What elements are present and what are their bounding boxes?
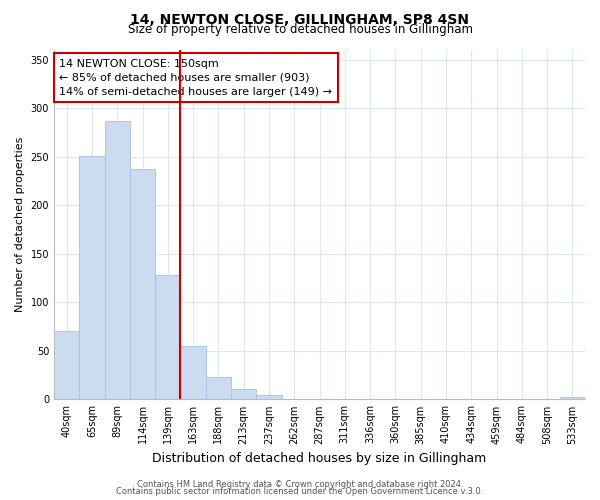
Bar: [79, 156, 104, 400]
Bar: [54, 332, 79, 400]
Y-axis label: Number of detached properties: Number of detached properties: [15, 137, 25, 312]
Bar: [130, 170, 155, 400]
Bar: [181, 346, 206, 400]
Bar: [104, 121, 130, 400]
Bar: [231, 389, 256, 400]
Bar: [206, 377, 231, 400]
Text: Size of property relative to detached houses in Gillingham: Size of property relative to detached ho…: [128, 22, 473, 36]
X-axis label: Distribution of detached houses by size in Gillingham: Distribution of detached houses by size …: [152, 452, 487, 465]
Text: 14, NEWTON CLOSE, GILLINGHAM, SP8 4SN: 14, NEWTON CLOSE, GILLINGHAM, SP8 4SN: [131, 12, 470, 26]
Text: 14 NEWTON CLOSE: 150sqm
← 85% of detached houses are smaller (903)
14% of semi-d: 14 NEWTON CLOSE: 150sqm ← 85% of detache…: [59, 58, 332, 96]
Bar: [155, 275, 181, 400]
Text: Contains public sector information licensed under the Open Government Licence v.: Contains public sector information licen…: [116, 487, 484, 496]
Bar: [256, 394, 281, 400]
Text: Contains HM Land Registry data © Crown copyright and database right 2024.: Contains HM Land Registry data © Crown c…: [137, 480, 463, 489]
Bar: [560, 398, 585, 400]
